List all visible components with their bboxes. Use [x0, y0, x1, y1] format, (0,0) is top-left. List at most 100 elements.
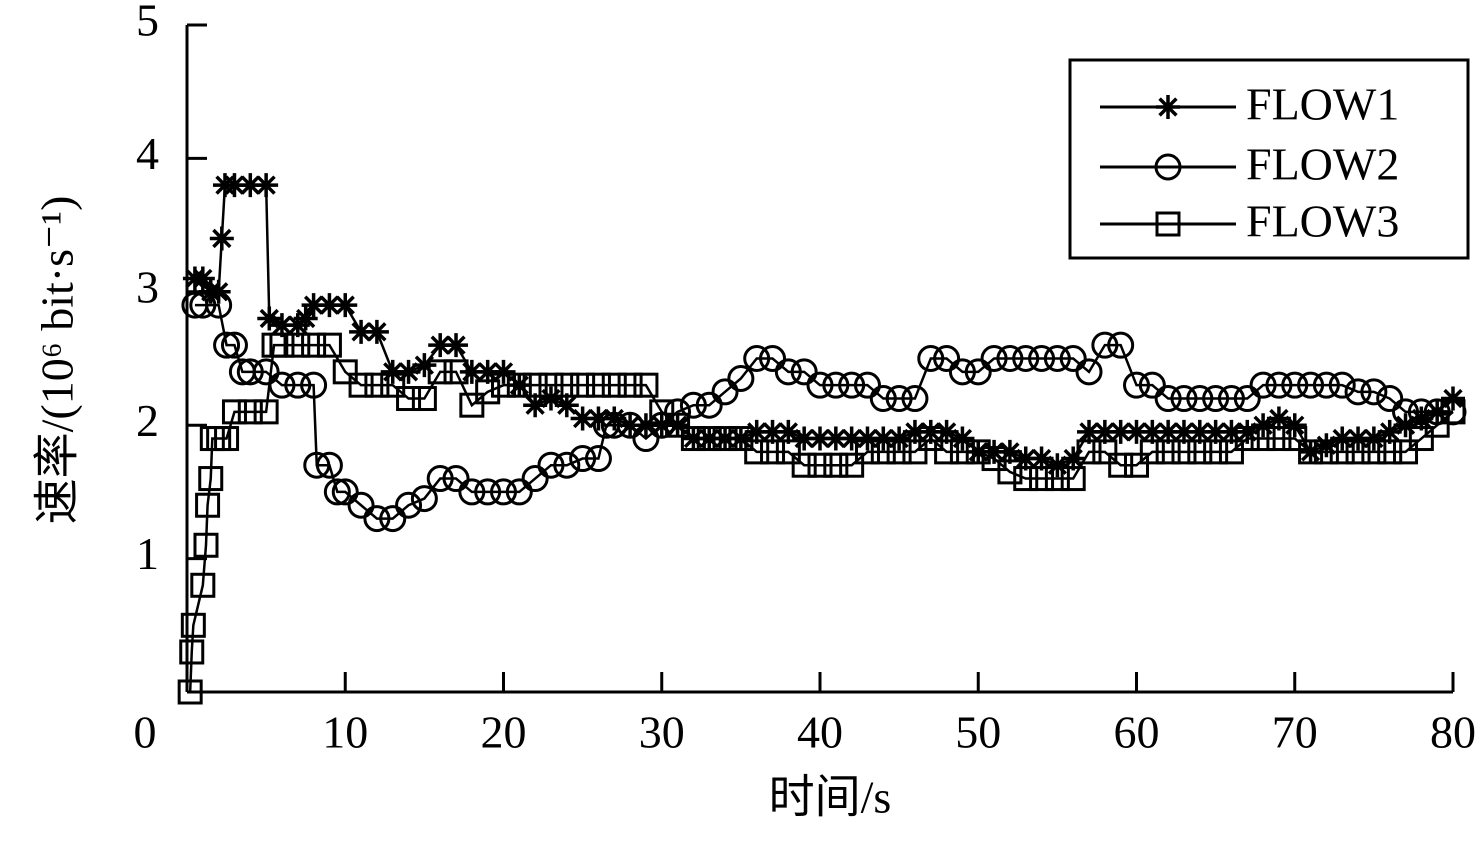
marker [982, 439, 1007, 464]
marker [1235, 419, 1260, 444]
marker [965, 439, 991, 465]
marker [1012, 345, 1040, 372]
marker [426, 465, 454, 493]
marker [254, 173, 279, 198]
marker [236, 358, 264, 386]
marker [1328, 371, 1356, 399]
y-tick-label: 4 [136, 128, 159, 179]
marker [180, 612, 206, 638]
marker [1061, 446, 1086, 471]
marker [838, 371, 866, 399]
y-tick-label: 2 [136, 395, 159, 446]
marker [1249, 371, 1277, 399]
marker [743, 345, 771, 372]
marker [395, 491, 423, 519]
marker [538, 372, 564, 398]
marker [1045, 453, 1070, 478]
marker [791, 452, 817, 478]
marker [902, 419, 927, 444]
marker [1059, 345, 1087, 372]
marker [1346, 426, 1371, 451]
marker [506, 372, 532, 398]
marker [363, 505, 391, 533]
marker [323, 478, 351, 506]
marker [586, 406, 611, 431]
marker [679, 391, 707, 419]
marker [949, 439, 975, 465]
marker [1266, 426, 1292, 452]
marker [522, 372, 548, 398]
marker [727, 365, 755, 393]
marker [1060, 466, 1086, 492]
legend-marker [1154, 153, 1182, 181]
marker [823, 452, 849, 478]
marker [600, 411, 628, 439]
marker [871, 426, 896, 451]
marker [934, 439, 960, 465]
marker [759, 345, 787, 372]
marker [505, 478, 533, 506]
marker [1171, 419, 1196, 444]
marker [412, 353, 437, 378]
marker [1266, 406, 1291, 431]
marker [213, 331, 241, 359]
marker [554, 372, 580, 398]
y-tick-label: 1 [136, 528, 159, 579]
marker [1124, 419, 1149, 444]
marker [1281, 371, 1309, 399]
marker [616, 411, 644, 439]
marker [1154, 385, 1182, 413]
marker [316, 332, 342, 358]
marker [349, 319, 374, 344]
marker [214, 426, 240, 452]
x-tick-label: 30 [639, 707, 685, 758]
marker [1344, 378, 1372, 406]
marker [792, 426, 817, 451]
marker [1393, 439, 1419, 465]
marker [775, 439, 801, 465]
marker [1108, 452, 1134, 478]
marker [1408, 426, 1434, 452]
marker [1124, 452, 1149, 478]
marker [237, 399, 263, 425]
marker [303, 451, 331, 479]
marker [285, 332, 311, 358]
marker [553, 451, 581, 479]
marker [822, 371, 850, 399]
marker [1043, 345, 1071, 372]
marker [996, 345, 1024, 372]
marker [1407, 398, 1435, 426]
marker [1186, 385, 1214, 413]
marker [1330, 426, 1355, 451]
marker [1076, 439, 1102, 465]
marker [333, 293, 358, 318]
marker [177, 679, 203, 705]
legend-marker [1155, 211, 1181, 237]
marker [475, 379, 501, 405]
marker [1123, 371, 1150, 399]
marker [918, 426, 944, 452]
marker [696, 426, 722, 452]
marker [964, 358, 992, 386]
marker [269, 332, 295, 358]
x-tick-label: 10 [322, 707, 368, 758]
x-tick-label: 50 [955, 707, 1001, 758]
marker [712, 426, 738, 452]
marker [885, 385, 913, 413]
marker [1013, 466, 1039, 492]
marker [1282, 413, 1307, 438]
marker [902, 439, 928, 465]
x-tick-label: 80 [1430, 707, 1476, 758]
marker [253, 399, 279, 425]
x-axis-label: 时间/s [769, 772, 892, 823]
marker [1029, 446, 1054, 471]
marker [1377, 419, 1402, 444]
marker [790, 358, 818, 386]
marker [981, 446, 1007, 472]
marker [744, 439, 770, 465]
marker [190, 266, 215, 291]
marker [396, 386, 422, 412]
marker [190, 572, 216, 598]
